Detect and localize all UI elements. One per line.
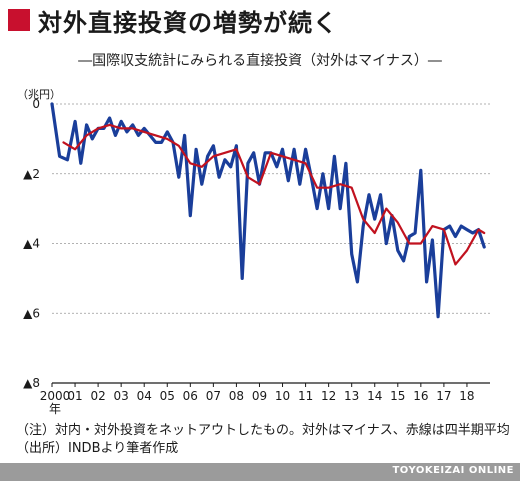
series-layer (50, 102, 486, 319)
x-tick-label: 12 (321, 389, 336, 403)
series-monthly-line (50, 102, 486, 319)
chart-subtitle: ―国際収支統計にみられる直接投資（対外はマイナス）― (78, 53, 442, 69)
x-tick-label: 18 (459, 389, 474, 403)
x-tick-label: 11 (298, 389, 313, 403)
y-axis-ticks: 0 ▲2 ▲4 ▲6 ▲8 (23, 97, 40, 390)
x-tick-label: 07 (206, 389, 221, 403)
x-tick-label: 05 (160, 389, 175, 403)
y-tick-label: ▲4 (23, 237, 40, 251)
footer-bar: TOYOKEIZAI ONLINE (0, 463, 520, 481)
title-row: 対外直接投資の増勢が続く (8, 6, 338, 37)
x-tick-label: 2000 (40, 389, 71, 403)
footnotes: （注）対内・対外投資をネットアウトしたもの。対外はマイナス、赤線は四半期平均 （… (16, 422, 510, 458)
x-tick-label: 03 (114, 389, 129, 403)
y-tick-label: ▲2 (23, 167, 40, 181)
x-tick-label: 17 (436, 389, 451, 403)
x-tick-label: 08 (229, 389, 244, 403)
x-tick-label: 04 (137, 389, 152, 403)
y-tick-label: ▲8 (23, 376, 40, 390)
x-tick-label: 09 (252, 389, 267, 403)
x-tick-label: 01 (67, 389, 82, 403)
note-line: （注）対内・対外投資をネットアウトしたもの。対外はマイナス、赤線は四半期平均 (16, 423, 510, 438)
x-tick-label: 15 (390, 389, 405, 403)
x-tick-label: 06 (183, 389, 198, 403)
y-tick-label: 0 (32, 97, 40, 111)
x-tick-label: 10 (275, 389, 290, 403)
x-tick-label: 14 (367, 389, 382, 403)
series-quarterly-line (62, 123, 486, 266)
x-tick-label: 16 (413, 389, 428, 403)
x-tick-label: 02 (90, 389, 105, 403)
y-unit-label: （兆円） (17, 88, 61, 101)
x-unit-label: 年 (49, 402, 61, 416)
source-line: （出所）INDBより筆者作成 (16, 441, 179, 456)
brand-label: TOYOKEIZAI ONLINE (392, 465, 514, 476)
chart-title: 対外直接投資の増勢が続く (38, 8, 338, 37)
x-tick-label: 13 (344, 389, 359, 403)
y-tick-label: ▲6 (23, 306, 40, 320)
title-square-icon (8, 9, 30, 31)
